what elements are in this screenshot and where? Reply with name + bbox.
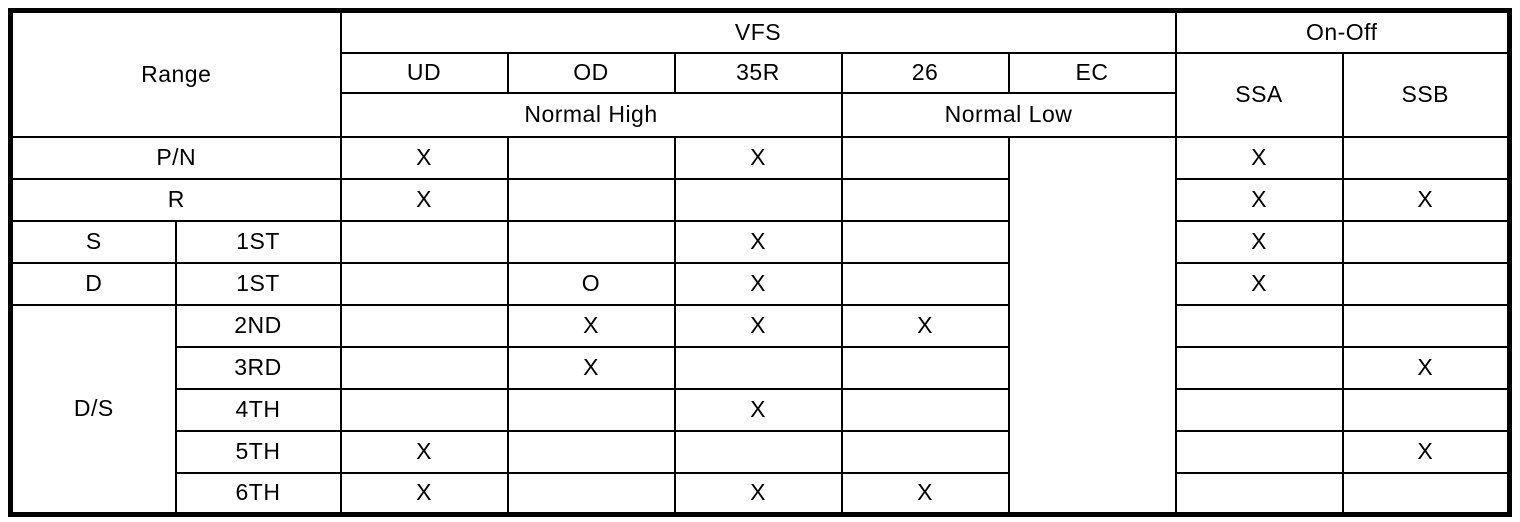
cell-ud: X xyxy=(339,135,509,180)
cell-ssb xyxy=(1341,471,1511,516)
range-cell: D xyxy=(9,261,177,306)
col-header-ec: EC xyxy=(1007,51,1177,94)
col-header-26: 26 xyxy=(840,51,1010,94)
col-header-ud: UD xyxy=(339,51,509,94)
cell-od: O xyxy=(506,261,676,306)
cell-ud xyxy=(339,261,509,306)
range-cell: R xyxy=(9,177,342,222)
cell-35r xyxy=(673,345,843,390)
cell-ud xyxy=(339,303,509,348)
cell-ud xyxy=(339,345,509,390)
solenoid-application-table: Range VFS On-Off UD OD 35R 26 EC SSA SSB… xyxy=(8,8,1512,517)
col-header-ssa: SSA xyxy=(1174,51,1344,138)
cell-ssa xyxy=(1174,429,1344,474)
cell-26: X xyxy=(840,471,1010,516)
table-row: 5TH X X xyxy=(11,429,1511,474)
cell-35r: X xyxy=(673,135,843,180)
cell-26 xyxy=(840,135,1010,180)
cell-od xyxy=(506,429,676,474)
range-cell: S xyxy=(9,219,177,264)
gear-cell: 6TH xyxy=(174,471,342,516)
table-row: S 1ST X X xyxy=(9,219,1511,264)
cell-ssb xyxy=(1341,219,1511,264)
cell-ud: X xyxy=(339,429,509,474)
cell-ssb xyxy=(1341,303,1511,348)
gear-cell: 4TH xyxy=(174,387,342,432)
cell-35r: X xyxy=(673,219,843,264)
cell-35r: X xyxy=(673,303,843,348)
table-row: 6TH X X X xyxy=(11,471,1511,516)
cell-ssa: X xyxy=(1174,135,1344,180)
cell-od xyxy=(506,471,676,516)
normal-low-header: Normal Low xyxy=(840,91,1177,138)
cell-26 xyxy=(840,387,1010,432)
gear-cell: 3RD xyxy=(174,345,342,390)
col-header-35r: 35R xyxy=(673,51,843,94)
cell-ud: X xyxy=(339,471,509,516)
cell-ud xyxy=(339,219,509,264)
cell-ud xyxy=(339,387,509,432)
table-row: D 1ST O X X xyxy=(9,261,1511,306)
header-group-row: Range VFS On-Off xyxy=(9,9,1511,138)
cell-ssb xyxy=(1341,261,1511,306)
cell-ud: X xyxy=(339,177,509,222)
cell-ssa xyxy=(1174,303,1344,348)
cell-ssa xyxy=(1174,345,1344,390)
vfs-group-header: VFS xyxy=(339,9,1177,54)
cell-ssb: X xyxy=(1341,345,1511,390)
cell-35r: X xyxy=(673,387,843,432)
gear-cell: 2ND xyxy=(174,303,342,348)
cell-ssb xyxy=(1341,387,1511,432)
cell-26 xyxy=(840,177,1010,222)
cell-ssa: X xyxy=(1174,261,1344,306)
range-cell: P/N xyxy=(9,135,342,180)
gear-cell: 1ST xyxy=(174,261,342,306)
header-columns-row: UD OD 35R 26 EC SSA SSB xyxy=(11,51,1511,138)
cell-od xyxy=(506,177,676,222)
cell-ssb: X xyxy=(1341,177,1511,222)
header-normal-row: Normal High Normal Low xyxy=(11,91,1510,138)
cell-od xyxy=(506,387,676,432)
cell-ssa xyxy=(1174,387,1344,432)
cell-ssa: X xyxy=(1174,219,1344,264)
gear-cell: 5TH xyxy=(174,429,342,474)
cell-26 xyxy=(840,261,1010,306)
table-row: 4TH X xyxy=(11,387,1511,432)
table-row: P/N X X X xyxy=(9,135,1511,516)
table-row: R X X X xyxy=(9,177,1511,222)
cell-35r xyxy=(673,177,843,222)
table-row: 3RD X X xyxy=(11,345,1511,390)
onoff-group-header: On-Off xyxy=(1174,9,1511,54)
cell-26 xyxy=(840,429,1010,474)
gear-cell: 1ST xyxy=(174,219,342,264)
cell-od xyxy=(506,219,676,264)
cell-ec-merged xyxy=(1007,135,1177,516)
table-row: D/S 2ND X X X xyxy=(9,303,1511,516)
cell-ssb xyxy=(1341,135,1511,180)
normal-high-header: Normal High xyxy=(339,91,843,138)
col-header-ssb: SSB xyxy=(1341,51,1511,138)
range-cell: D/S xyxy=(9,303,177,516)
cell-ssa: X xyxy=(1174,177,1344,222)
cell-35r: X xyxy=(673,261,843,306)
col-header-od: OD xyxy=(506,51,676,94)
cell-od: X xyxy=(506,345,676,390)
cell-26: X xyxy=(840,303,1010,348)
cell-ssa xyxy=(1174,471,1344,516)
cell-26 xyxy=(840,345,1010,390)
cell-26 xyxy=(840,219,1010,264)
cell-ssb: X xyxy=(1341,429,1511,474)
cell-35r xyxy=(673,429,843,474)
cell-od xyxy=(506,135,676,180)
cell-35r: X xyxy=(673,471,843,516)
cell-od: X xyxy=(506,303,676,348)
range-header: Range xyxy=(9,9,342,138)
